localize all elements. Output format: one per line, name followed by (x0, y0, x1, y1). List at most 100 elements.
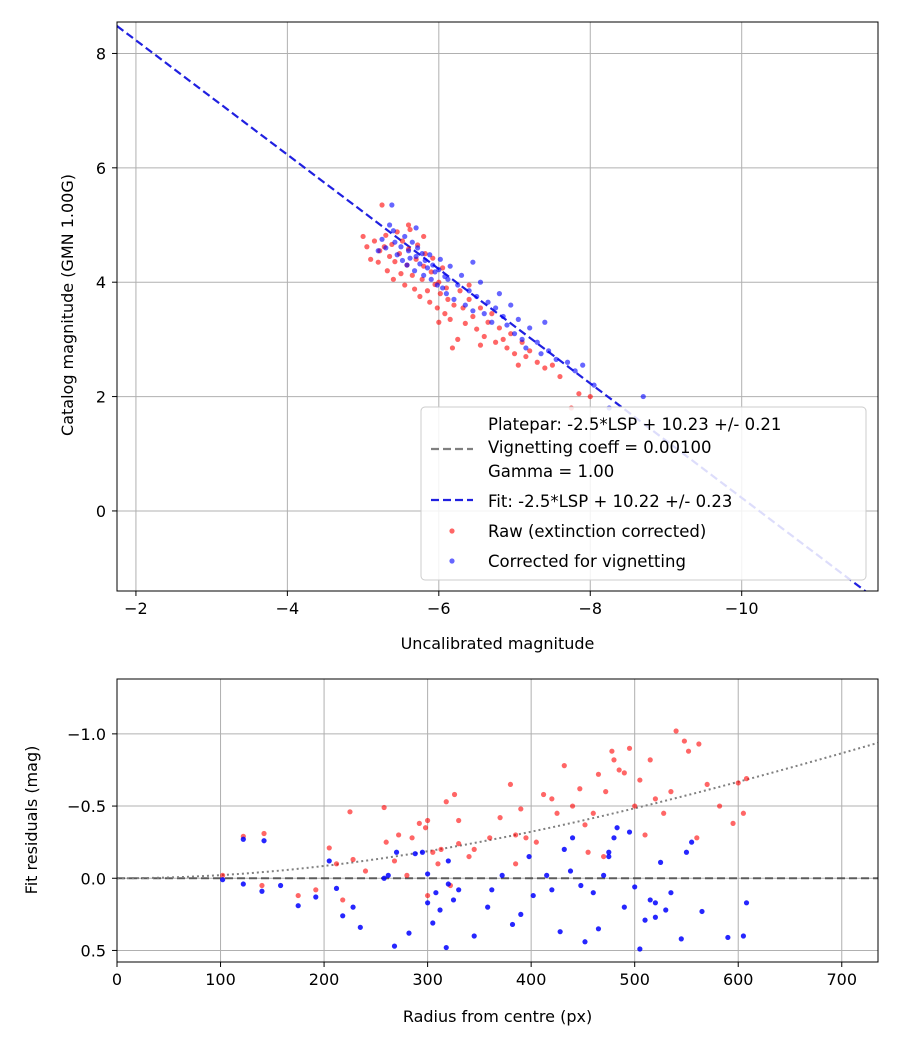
calibration-x-tick-label: −10 (725, 599, 759, 618)
residuals-x-tick-label: 300 (412, 970, 443, 989)
calibration-raw-point (445, 296, 451, 302)
calibration-corrected-point (451, 296, 457, 302)
calibration-corrected-point (389, 202, 395, 208)
residuals-corrected-point (381, 875, 387, 881)
calibration-corrected-point (415, 245, 421, 251)
calibration-raw-point (523, 353, 529, 360)
calibration-raw-point (442, 311, 448, 317)
residuals-raw-point (609, 748, 615, 754)
residuals-raw-point (601, 853, 607, 860)
calibration-raw-point (421, 233, 427, 240)
calibration-raw-point (436, 319, 442, 325)
calibration-raw-point (407, 226, 413, 233)
residuals-raw-point (716, 803, 723, 809)
residuals-raw-point (220, 872, 226, 878)
calibration-raw-point (447, 316, 453, 322)
calibration-raw-point (477, 342, 484, 348)
residuals-corrected-point (220, 877, 226, 883)
residuals-raw-point (582, 822, 588, 828)
calibration-corrected-point (474, 293, 480, 300)
residuals-raw-points (220, 728, 750, 903)
legend: Platepar: -2.5*LSP + 10.23 +/- 0.21 Vign… (420, 406, 867, 581)
legend-corrected-label: Corrected for vignetting (488, 552, 686, 571)
residuals-raw-point (595, 771, 602, 777)
residuals-corrected-point (393, 849, 400, 855)
calibration-corrected-point (411, 268, 418, 274)
residuals-raw-point (261, 830, 267, 837)
calibration-corrected-point (430, 262, 436, 268)
residuals-corrected-point (567, 868, 574, 874)
calibration-corrected-point (424, 265, 431, 271)
calibration-corrected-point (428, 276, 434, 282)
residuals-raw-point (533, 839, 539, 845)
calibration-raw-point (474, 326, 480, 332)
residuals-x-tick-label: 700 (826, 970, 857, 989)
residuals-corrected-point (456, 887, 462, 893)
calibration-corrected-point (392, 239, 398, 245)
residuals-corrected-point (611, 835, 617, 841)
calibration-corrected-point (432, 269, 438, 275)
residuals-raw-point (554, 810, 560, 816)
residuals-raw-point (487, 835, 493, 841)
calibration-raw-point (451, 302, 457, 308)
residuals-corrected-point (443, 944, 449, 951)
residuals-corrected-point (626, 829, 633, 835)
residuals-raw-point (425, 892, 431, 899)
calibration-corrected-point (553, 356, 559, 362)
residuals-raw-point (416, 820, 422, 826)
residuals-raw-point (730, 820, 736, 826)
calibration-corrected-point (443, 291, 449, 297)
calibration-raw-point (430, 255, 436, 261)
calibration-raw-point (549, 362, 555, 368)
calibration-y-tick-label: 8 (96, 44, 106, 63)
legend-platepar-label: Platepar: -2.5*LSP + 10.23 +/- 0.21 (488, 415, 781, 434)
residuals-raw-point (585, 849, 591, 855)
calibration-raw-point (419, 276, 425, 282)
calibration-raw-point (437, 291, 443, 297)
residuals-raw-point (259, 882, 265, 889)
residuals-reference-lines (117, 741, 878, 880)
residuals-x-tick-label: 200 (309, 970, 340, 989)
calibration-corrected-point (405, 248, 412, 254)
residuals-raw-point (621, 770, 627, 776)
residuals-corrected-point (561, 846, 567, 852)
residuals-corrected-point (489, 887, 495, 893)
residuals-raw-point (409, 835, 415, 841)
residuals-raw-point (333, 861, 340, 867)
residuals-corrected-point (569, 835, 576, 841)
calibration-raw-point (371, 238, 378, 244)
calibration-corrected-point (572, 368, 578, 374)
legend-fit-label: Fit: -2.5*LSP + 10.22 +/- 0.23 (488, 492, 732, 511)
residuals-corrected-point (499, 872, 505, 878)
residuals-corrected-point (642, 917, 648, 923)
residuals-y-tick-label: −0.5 (67, 797, 106, 816)
calibration-corrected-point (580, 362, 586, 368)
calibration-raw-point (515, 362, 521, 368)
calibration-corrected-point (394, 252, 400, 258)
residuals-y-tick-label: 0.0 (81, 869, 106, 888)
residuals-corrected-point (430, 920, 436, 926)
calibration-raw-point (424, 288, 431, 294)
calibration-corrected-point (496, 291, 502, 297)
calibration-raw-point (409, 272, 415, 278)
calibration-raw-point (542, 365, 548, 371)
residuals-plot-frame (116, 678, 879, 963)
calibration-corrected-point (485, 299, 491, 305)
residuals-raw-point (443, 799, 449, 805)
calibration-corrected-point (417, 261, 423, 267)
residuals-raw-point (404, 872, 410, 878)
residuals-corrected-point (350, 904, 356, 910)
residuals-corrected-point (437, 907, 443, 913)
residuals-corrected-point (433, 890, 439, 896)
residuals-corrected-points (220, 825, 750, 952)
calibration-corrected-point (640, 393, 646, 400)
calibration-corrected-point (440, 285, 446, 291)
calibration-corrected-point (386, 222, 393, 228)
calibration-raw-point (360, 233, 366, 240)
residuals-raw-point (347, 809, 353, 815)
calibration-raw-point (481, 333, 487, 340)
residuals-corrected-point (557, 929, 563, 935)
legend-corrected-marker (449, 558, 455, 564)
residuals-raw-point (456, 841, 462, 847)
calibration-corrected-point (470, 259, 476, 265)
